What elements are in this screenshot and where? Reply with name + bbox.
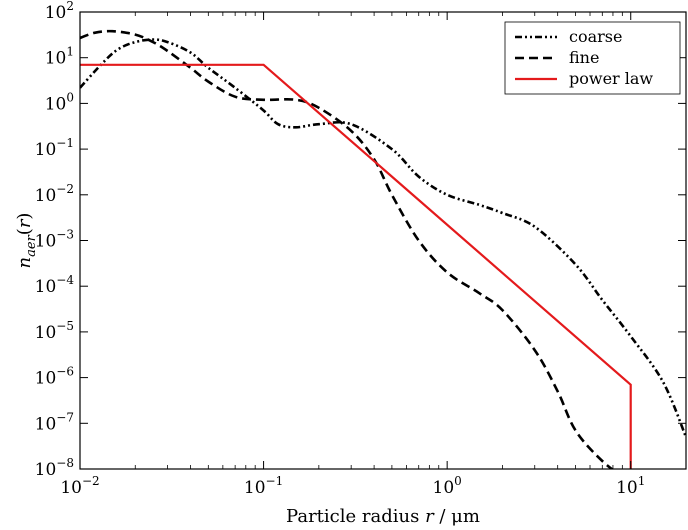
- y-tick-label: 102: [45, 0, 74, 23]
- y-tick-label: 10−4: [35, 273, 75, 297]
- x-axis-label: Particle radius r / μm: [286, 506, 480, 527]
- y-tick-label: 10−7: [35, 410, 74, 434]
- series-coarse: [80, 38, 686, 438]
- plot-frame: [79, 11, 687, 470]
- x-tick-label: 10−1: [244, 474, 283, 498]
- series-power-law: [80, 63, 632, 469]
- legend-label: coarse: [569, 27, 622, 46]
- x-axis: 10−2 10−1 100 101: [60, 12, 645, 498]
- legend: coarse fine power law: [504, 21, 681, 95]
- y-tick-label: 10−6: [35, 365, 74, 389]
- x-tick-label: 10−2: [60, 474, 99, 498]
- y-tick-label: 100: [45, 90, 74, 114]
- y-tick-label: 10−8: [35, 456, 74, 480]
- plot-area: [80, 29, 686, 469]
- legend-label: power law: [569, 69, 653, 88]
- y-tick-label: 10−2: [35, 182, 74, 206]
- x-tick-label: 100: [433, 474, 462, 498]
- series-fine: [80, 29, 614, 469]
- x-tick-label: 101: [616, 474, 645, 498]
- y-tick-label: 10−1: [35, 136, 74, 160]
- y-tick-label: 101: [45, 45, 74, 69]
- y-tick-label: 10−5: [35, 319, 74, 343]
- y-axis-label: naer(r): [14, 213, 39, 269]
- legend-label: fine: [569, 48, 599, 67]
- y-tick-label: 10−3: [35, 228, 74, 252]
